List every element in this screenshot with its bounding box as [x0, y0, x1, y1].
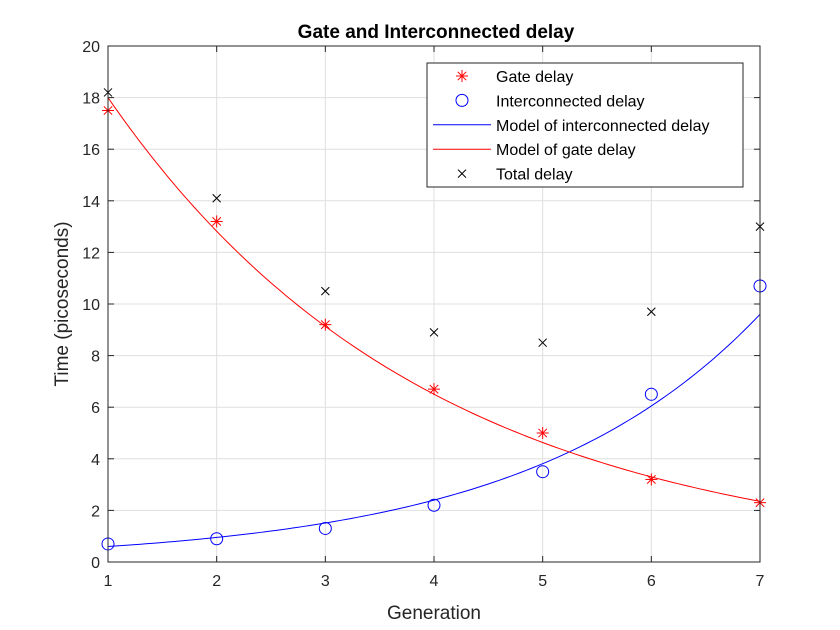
series-0-point-4 — [536, 427, 549, 439]
y-tick-label: 4 — [91, 452, 100, 469]
x-tick-label: 5 — [538, 573, 547, 590]
x-axis-label: Generation — [387, 603, 481, 624]
x-tick-label: 2 — [212, 573, 221, 590]
y-tick-label: 12 — [82, 245, 100, 262]
series-4-point-2 — [320, 286, 330, 296]
legend-box — [426, 62, 744, 188]
series-1-point-5 — [644, 387, 658, 401]
x-tick-label: 1 — [104, 573, 113, 590]
legend: Gate delay Interconnected delay Model of i… — [426, 62, 744, 188]
series-4-point-5 — [646, 307, 656, 317]
legend-marker-0 — [456, 70, 468, 82]
x-tick-label: 7 — [756, 573, 765, 590]
legend-label-2: Model of interconnected delay — [496, 118, 709, 135]
x-tick-label: 4 — [430, 573, 439, 590]
y-tick-label: 14 — [82, 194, 100, 211]
series-1-point-3 — [427, 498, 441, 512]
legend-label-1: Interconnected delay — [496, 93, 645, 110]
series-4-point-4 — [538, 338, 548, 348]
y-tick-label: 18 — [82, 91, 100, 108]
y-tick-label: 20 — [82, 39, 100, 56]
series-4-point-3 — [429, 328, 439, 337]
legend-label-3: Model of gate delay — [496, 142, 636, 159]
series-0-point-3 — [428, 383, 440, 396]
legend-marker-1 — [455, 93, 469, 107]
series-0-point-2 — [319, 318, 332, 331]
series-4-point-1 — [212, 193, 222, 203]
series-1-point-2 — [318, 521, 332, 535]
series-1-point-4 — [536, 465, 550, 479]
y-tick-label: 10 — [82, 297, 100, 314]
y-tick-label: 8 — [91, 349, 100, 366]
legend-label-0: Gate delay — [496, 69, 573, 86]
x-tick-label: 6 — [647, 573, 656, 590]
y-tick-label: 0 — [91, 555, 100, 572]
series-0-point-5 — [645, 473, 658, 486]
legend-label-4: Total delay — [496, 167, 573, 184]
y-tick-label: 6 — [91, 400, 100, 417]
y-tick-label: 2 — [91, 503, 100, 520]
series-1-point-1 — [210, 532, 224, 546]
series-0-point-1 — [210, 215, 223, 228]
y-tick-label: 16 — [82, 142, 100, 159]
y-axis-label: Time (picoseconds) — [52, 221, 73, 386]
x-tick-label: 3 — [321, 573, 330, 590]
chart-title: Gate and Interconnected delay — [298, 22, 575, 43]
legend-marker-4 — [457, 169, 467, 178]
series-line-2 — [107, 313, 761, 548]
